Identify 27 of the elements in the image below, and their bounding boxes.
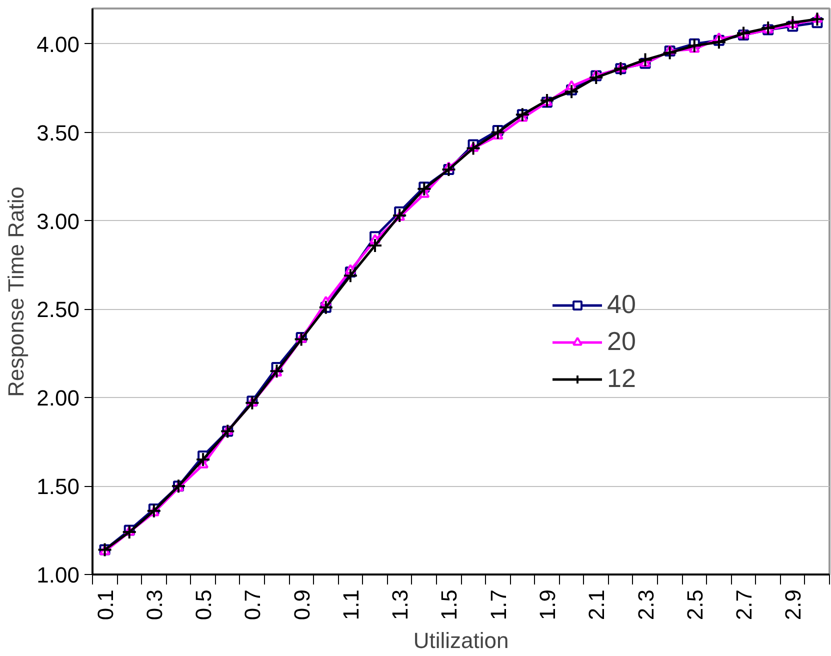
x-tick-label: 1.7 (486, 589, 511, 620)
y-tick-label: 2.00 (36, 386, 80, 411)
x-tick-label: 0.7 (240, 589, 266, 620)
x-tick-label: 1.3 (388, 589, 413, 620)
x-axis-title: Utilization (413, 628, 509, 654)
legend-label: 20 (607, 326, 636, 357)
y-tick-label: 1.50 (36, 474, 80, 500)
x-tick-label: 1.9 (534, 589, 560, 620)
x-tick-label: 2.3 (633, 589, 658, 620)
x-tick-label: 1.1 (338, 589, 364, 620)
x-tick-label: 1.5 (436, 589, 462, 620)
y-tick-label: 4.00 (36, 32, 80, 57)
legend-label: 40 (607, 289, 636, 320)
y-tick-label: 3.00 (36, 208, 80, 234)
x-tick-label: 2.1 (584, 589, 610, 620)
x-tick-label: 0.1 (92, 589, 118, 620)
y-tick-label: 2.50 (36, 297, 80, 322)
y-tick-label: 3.50 (36, 120, 80, 146)
x-tick-label: 2.9 (780, 589, 806, 620)
legend-label: 12 (607, 363, 636, 394)
x-tick-label: 0.3 (142, 589, 167, 620)
x-tick-label: 0.9 (289, 589, 314, 620)
x-tick-label: 2.7 (732, 589, 757, 620)
y-axis-title: Response Time Ratio (4, 186, 29, 397)
y-tick-label: 1.00 (36, 562, 80, 588)
x-tick-label: 2.5 (682, 589, 708, 620)
x-tick-label: 0.5 (191, 589, 216, 620)
